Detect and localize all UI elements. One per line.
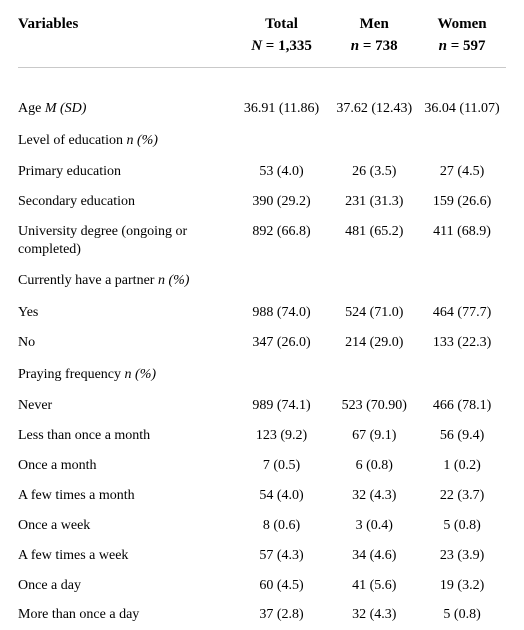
- cell-label: A few times a week: [18, 541, 233, 571]
- row-pray-month: Once a month 7 (0.5) 6 (0.8) 1 (0.2): [18, 451, 506, 481]
- row-partner-no: No 347 (26.0) 214 (29.0) 133 (22.3): [18, 328, 506, 358]
- cell-total: 347 (26.0): [233, 328, 331, 358]
- cell-men: 26 (3.5): [330, 157, 418, 187]
- row-pray-never: Never 989 (74.1) 523 (70.90) 466 (78.1): [18, 391, 506, 421]
- cell-men: 214 (29.0): [330, 328, 418, 358]
- cell-total: 53 (4.0): [233, 157, 331, 187]
- cell-label: Secondary education: [18, 187, 233, 217]
- header-women-n: n = 597: [418, 36, 506, 67]
- cell-label: Age M (SD): [18, 94, 233, 124]
- cell-women: 464 (77.7): [418, 298, 506, 328]
- cell-label: More than once a day: [18, 600, 233, 630]
- cell-women: 19 (3.2): [418, 570, 506, 600]
- row-pray-few-week: A few times a week 57 (4.3) 34 (4.6) 23 …: [18, 541, 506, 571]
- cell-label: Currently have a partner n (%): [18, 264, 506, 298]
- cell-label: Level of education n (%): [18, 124, 506, 158]
- row-pray-day: Once a day 60 (4.5) 41 (5.6) 19 (3.2): [18, 570, 506, 600]
- row-pray-lt-month: Less than once a month 123 (9.2) 67 (9.1…: [18, 421, 506, 451]
- cell-label: No: [18, 328, 233, 358]
- header-men-n: n = 738: [330, 36, 418, 67]
- cell-women: 133 (22.3): [418, 328, 506, 358]
- cell-label: A few times a month: [18, 481, 233, 511]
- cell-total: 988 (74.0): [233, 298, 331, 328]
- header-variables: Variables: [18, 14, 233, 36]
- cell-label: Never: [18, 391, 233, 421]
- cell-label: Once a week: [18, 511, 233, 541]
- cell-total: 37 (2.8): [233, 600, 331, 630]
- cell-total: 989 (74.1): [233, 391, 331, 421]
- cell-men: 6 (0.8): [330, 451, 418, 481]
- cell-men: 523 (70.90): [330, 391, 418, 421]
- cell-women: 1 (0.2): [418, 451, 506, 481]
- cell-label: Once a month: [18, 451, 233, 481]
- cell-men: 481 (65.2): [330, 217, 418, 264]
- cell-total: 892 (66.8): [233, 217, 331, 264]
- cell-total: 54 (4.0): [233, 481, 331, 511]
- cell-women: 411 (68.9): [418, 217, 506, 264]
- cell-men: 3 (0.4): [330, 511, 418, 541]
- cell-label: Yes: [18, 298, 233, 328]
- cell-women: 5 (0.8): [418, 511, 506, 541]
- row-pray-more-day: More than once a day 37 (2.8) 32 (4.3) 5…: [18, 600, 506, 630]
- cell-women: 27 (4.5): [418, 157, 506, 187]
- cell-women: 159 (26.6): [418, 187, 506, 217]
- cell-label: Once a day: [18, 570, 233, 600]
- cell-men: 41 (5.6): [330, 570, 418, 600]
- cell-men: 37.62 (12.43): [330, 94, 418, 124]
- cell-women: 36.04 (11.07): [418, 94, 506, 124]
- cell-men: 231 (31.3): [330, 187, 418, 217]
- row-age: Age M (SD) 36.91 (11.86) 37.62 (12.43) 3…: [18, 94, 506, 124]
- cell-women: 23 (3.9): [418, 541, 506, 571]
- row-edu-secondary: Secondary education 390 (29.2) 231 (31.3…: [18, 187, 506, 217]
- header-total-n: N = 1,335: [233, 36, 331, 67]
- row-edu-university: University degree (ongoing or completed)…: [18, 217, 506, 264]
- header-men: Men: [330, 14, 418, 36]
- cell-label: Less than once a month: [18, 421, 233, 451]
- cell-total: 123 (9.2): [233, 421, 331, 451]
- table-header: Variables Total Men Women N = 1,335 n = …: [18, 14, 506, 67]
- row-pray-few-month: A few times a month 54 (4.0) 32 (4.3) 22…: [18, 481, 506, 511]
- row-partner-section: Currently have a partner n (%): [18, 264, 506, 298]
- row-pray-week: Once a week 8 (0.6) 3 (0.4) 5 (0.8): [18, 511, 506, 541]
- cell-label: Primary education: [18, 157, 233, 187]
- cell-women: 22 (3.7): [418, 481, 506, 511]
- row-education-section: Level of education n (%): [18, 124, 506, 158]
- header-women: Women: [418, 14, 506, 36]
- cell-men: 524 (71.0): [330, 298, 418, 328]
- cell-total: 390 (29.2): [233, 187, 331, 217]
- cell-total: 36.91 (11.86): [233, 94, 331, 124]
- cell-total: 7 (0.5): [233, 451, 331, 481]
- cell-total: 57 (4.3): [233, 541, 331, 571]
- table-container: Variables Total Men Women N = 1,335 n = …: [0, 0, 524, 607]
- demographics-table: Variables Total Men Women N = 1,335 n = …: [18, 14, 506, 630]
- cell-women: 56 (9.4): [418, 421, 506, 451]
- header-rule: [18, 67, 506, 94]
- cell-men: 34 (4.6): [330, 541, 418, 571]
- row-edu-primary: Primary education 53 (4.0) 26 (3.5) 27 (…: [18, 157, 506, 187]
- cell-women: 5 (0.8): [418, 600, 506, 630]
- cell-total: 8 (0.6): [233, 511, 331, 541]
- cell-men: 67 (9.1): [330, 421, 418, 451]
- row-pray-section: Praying frequency n (%): [18, 358, 506, 392]
- header-total: Total: [233, 14, 331, 36]
- cell-total: 60 (4.5): [233, 570, 331, 600]
- row-partner-yes: Yes 988 (74.0) 524 (71.0) 464 (77.7): [18, 298, 506, 328]
- cell-women: 466 (78.1): [418, 391, 506, 421]
- cell-men: 32 (4.3): [330, 600, 418, 630]
- cell-label: Praying frequency n (%): [18, 358, 506, 392]
- cell-men: 32 (4.3): [330, 481, 418, 511]
- cell-label: University degree (ongoing or completed): [18, 217, 233, 264]
